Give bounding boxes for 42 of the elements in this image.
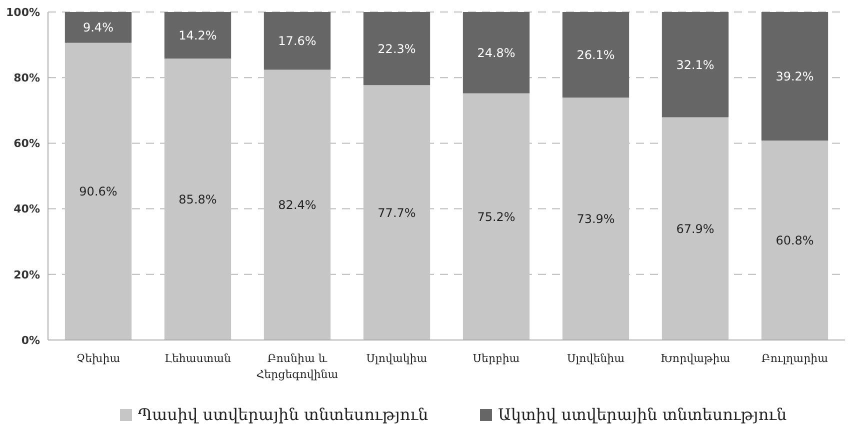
- bar: [761, 12, 828, 141]
- data-label: 26.1%: [576, 48, 615, 62]
- y-tick-label: 80%: [14, 71, 40, 84]
- x-tick-label: Բոսնիա և Հերցեգովինա: [256, 352, 339, 381]
- bar: [64, 12, 132, 43]
- data-label: 67.9%: [676, 222, 714, 236]
- x-tick-label: Սլովենիա: [566, 352, 626, 365]
- y-tick-label: 40%: [14, 202, 40, 216]
- bar: [164, 12, 232, 59]
- data-label: 82.4%: [278, 198, 316, 212]
- x-tick-label: Բուլղարիա: [761, 352, 829, 365]
- data-label: 24.8%: [477, 46, 516, 60]
- data-label: 9.4%: [83, 20, 114, 35]
- bar: [562, 12, 630, 98]
- data-label: 39.2%: [776, 69, 814, 84]
- y-tick-label: 100%: [6, 6, 40, 19]
- data-label: 90.6%: [79, 184, 118, 199]
- y-tick-label: 20%: [14, 268, 40, 282]
- bar: [264, 12, 331, 70]
- data-label: 22.3%: [378, 42, 416, 56]
- x-tick-label: Սերբիա: [472, 352, 520, 365]
- data-label: 85.8%: [178, 192, 217, 206]
- data-label: 73.9%: [576, 212, 615, 226]
- data-label: 60.8%: [776, 233, 814, 248]
- bar: [761, 140, 828, 340]
- legend-label: Պասիվ ստվերային տնտեսություն: [138, 405, 428, 424]
- x-tick-label: Չեխիա: [76, 352, 121, 365]
- data-label: 75.2%: [477, 210, 516, 224]
- data-label: 14.2%: [178, 28, 217, 42]
- data-label: 32.1%: [676, 58, 714, 72]
- bar: [462, 12, 530, 94]
- x-tick-label: Սլովակիա: [366, 352, 428, 365]
- legend-label: Ակտիվ ստվերային տնտեսություն: [498, 405, 787, 424]
- x-tick-label: Լեհաստան: [164, 352, 232, 365]
- data-label: 77.7%: [378, 206, 416, 220]
- data-label: 17.6%: [278, 34, 316, 48]
- y-tick-label: 0%: [21, 334, 40, 347]
- bar: [662, 12, 729, 118]
- bar: [363, 12, 430, 86]
- y-tick-label: 60%: [14, 137, 40, 150]
- x-tick-label: Խորվաթիա: [660, 352, 731, 365]
- bar: [662, 117, 729, 340]
